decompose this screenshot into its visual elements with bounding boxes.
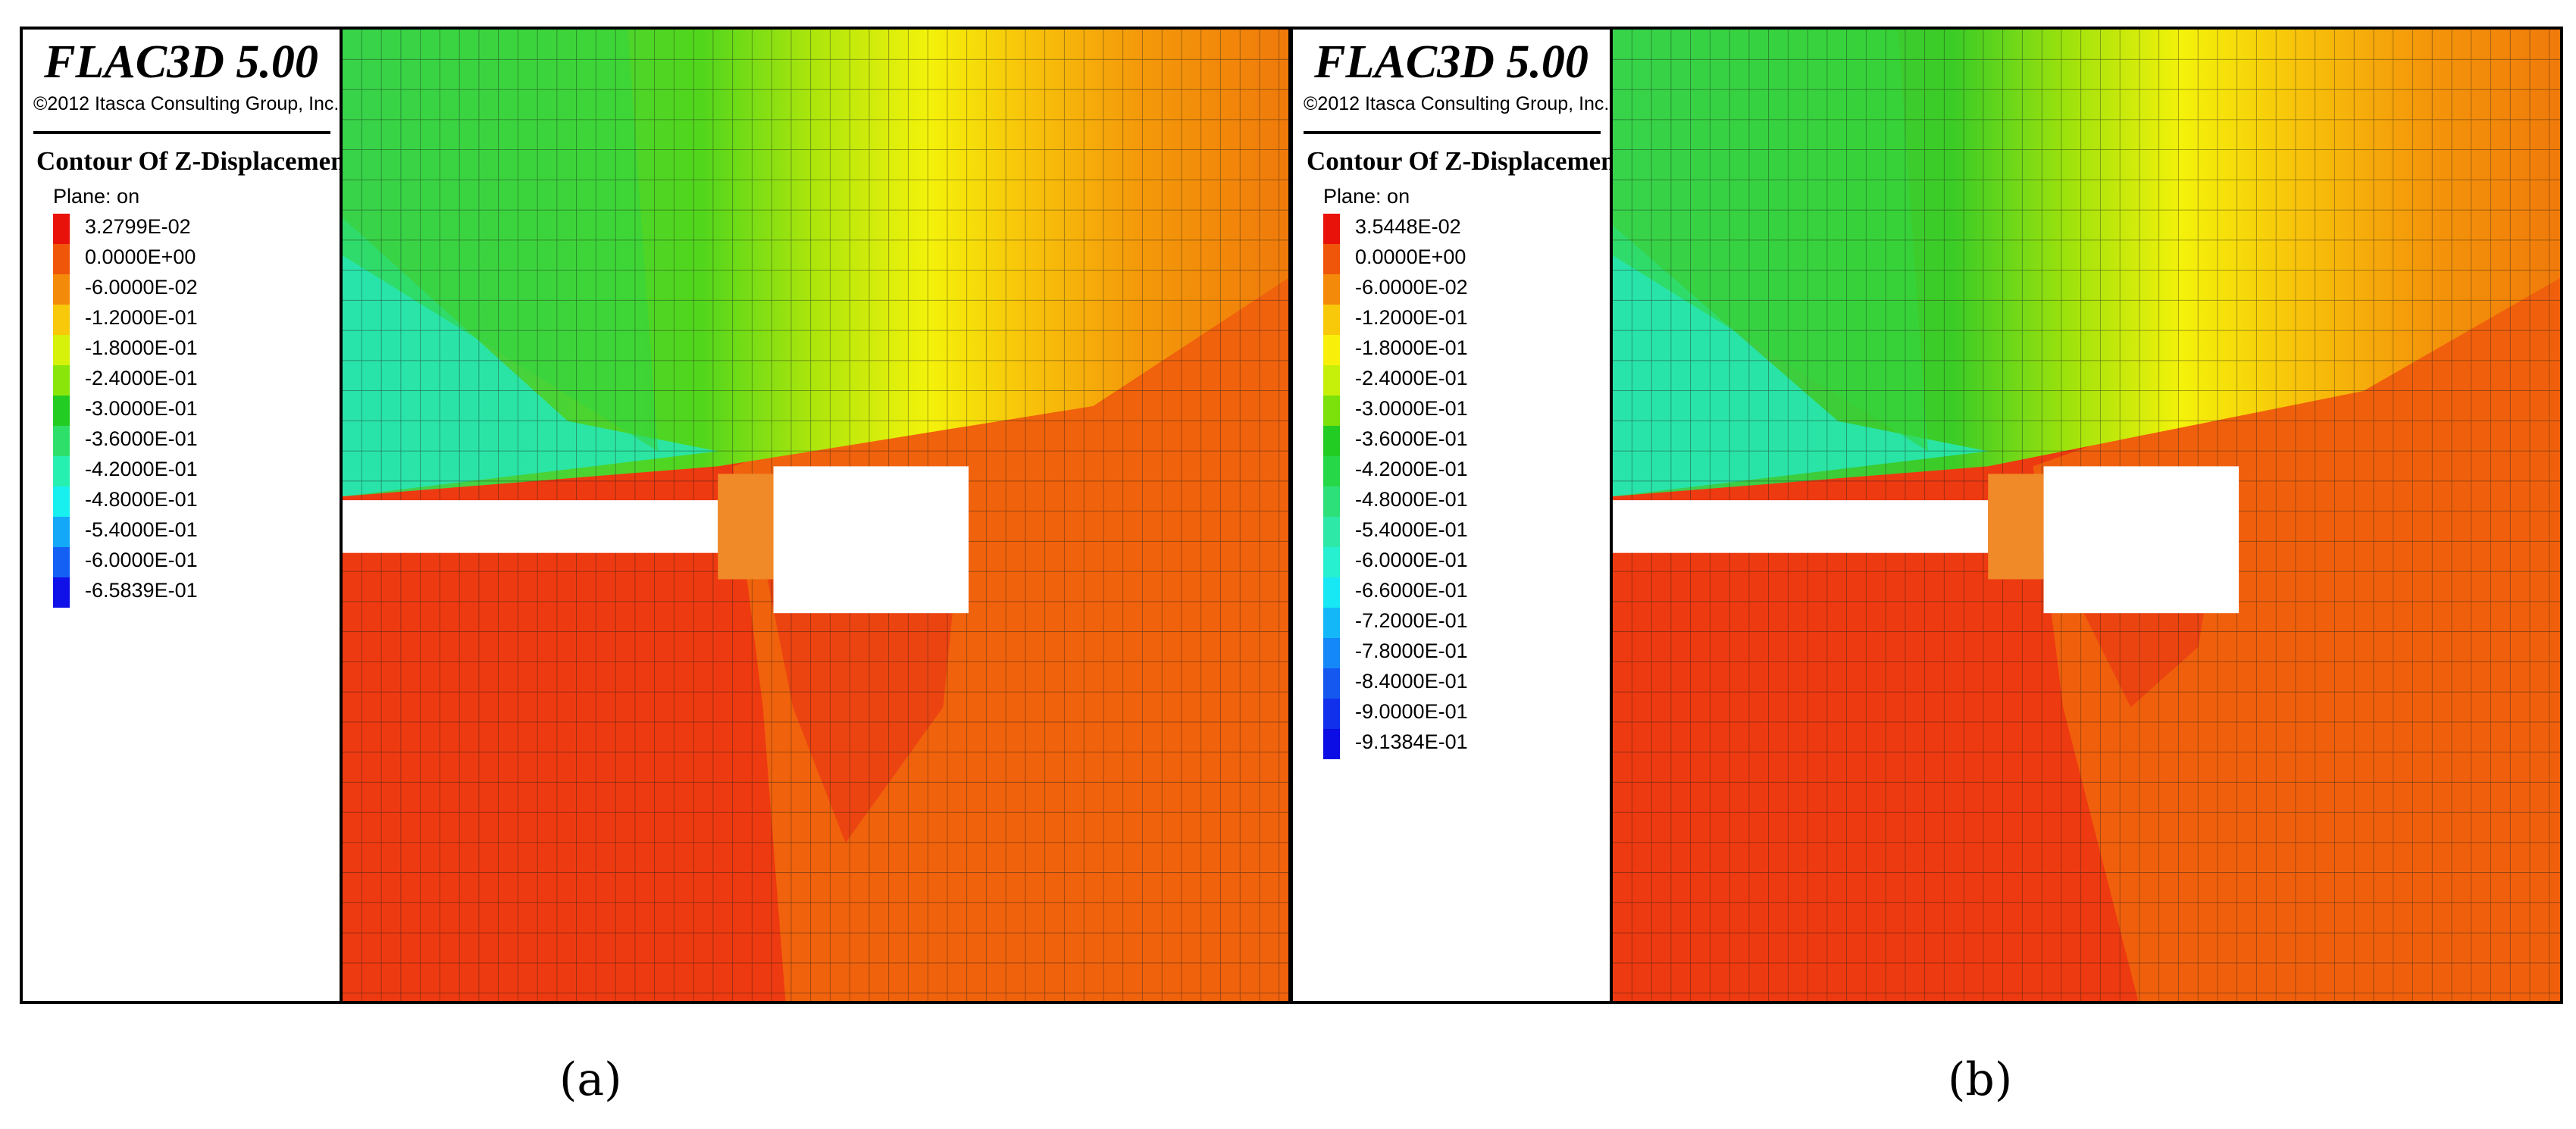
scale-label: -9.0000E-01 (1355, 700, 1468, 723)
copyright-b: ©2012 Itasca Consulting Group, Inc. (1304, 93, 1610, 114)
legend-b: FLAC3D 5.00 ©2012 Itasca Consulting Grou… (1293, 30, 1624, 1001)
scale-label: -9.1384E-01 (1355, 730, 1468, 753)
scale-swatch (1323, 396, 1340, 426)
scale-swatch (1323, 305, 1340, 335)
scale-label: -6.0000E-01 (85, 549, 198, 571)
scale-swatch (53, 305, 70, 335)
scale-swatch (53, 456, 70, 486)
roadway-opening (1613, 500, 1989, 553)
caption-b: (b) (1948, 1053, 2013, 1106)
scale-label: -4.8000E-01 (85, 488, 198, 511)
scale-label: 3.2799E-02 (85, 215, 191, 238)
scale-swatch (1323, 214, 1340, 244)
scale-swatch (53, 517, 70, 547)
scale-swatch (1323, 486, 1340, 517)
scale-swatch (1323, 244, 1340, 274)
scale-label: -6.0000E-02 (1355, 276, 1468, 299)
scale-label: -3.6000E-01 (85, 427, 198, 450)
scale-label: -6.0000E-01 (1355, 549, 1468, 571)
software-title-a: FLAC3D 5.00 (44, 36, 318, 88)
scale-label: 3.5448E-02 (1355, 215, 1461, 238)
panel-b: FLAC3D 5.00 ©2012 Itasca Consulting Grou… (1290, 27, 2563, 1004)
scale-label: -2.4000E-01 (85, 367, 198, 389)
legend-a: FLAC3D 5.00 ©2012 Itasca Consulting Grou… (23, 30, 354, 1001)
coal-pillar (718, 474, 774, 580)
scale-swatch (53, 547, 70, 577)
scale-swatch (53, 396, 70, 426)
scale-label: -6.5839E-01 (85, 579, 198, 602)
scale-swatch (1323, 365, 1340, 396)
plane-status-b: Plane: on (1323, 185, 1410, 208)
software-title-b: FLAC3D 5.00 (1314, 36, 1588, 88)
contour-svg-b (1613, 30, 2560, 1001)
contour-plot-b (1610, 30, 2560, 1001)
scale-label: 0.0000E+00 (1355, 246, 1466, 268)
scale-label: -6.0000E-02 (85, 276, 198, 299)
scale-swatch (1323, 547, 1340, 577)
scale-swatch (1323, 668, 1340, 699)
scale-swatch (53, 274, 70, 305)
scale-label: -6.6000E-01 (1355, 579, 1468, 602)
scale-swatch (53, 244, 70, 274)
scale-swatch (1323, 274, 1340, 305)
scale-swatch (1323, 699, 1340, 729)
scale-swatch (1323, 608, 1340, 638)
goaf-opening (2043, 466, 2240, 614)
copyright-a: ©2012 Itasca Consulting Group, Inc. (33, 93, 340, 114)
scale-label: -1.2000E-01 (1355, 306, 1468, 329)
scale-swatch (53, 577, 70, 608)
scale-label: -1.8000E-01 (1355, 336, 1468, 359)
scale-swatch (1323, 426, 1340, 456)
scale-label: -3.0000E-01 (1355, 397, 1468, 420)
scale-label: -8.4000E-01 (1355, 670, 1468, 693)
scale-label: -3.6000E-01 (1355, 427, 1468, 450)
scale-label: -5.4000E-01 (85, 518, 198, 541)
scale-label: -1.8000E-01 (85, 336, 198, 359)
legend-title-b: Contour Of Z-Displacement (1307, 146, 1625, 176)
coal-pillar (1988, 474, 2044, 580)
scale-label: -3.0000E-01 (85, 397, 198, 420)
contour-svg-a (343, 30, 1288, 1001)
legend-title-a: Contour Of Z-Displacement (36, 146, 355, 176)
scale-swatch (1323, 729, 1340, 759)
legend-divider-b (1304, 131, 1601, 134)
scale-swatch (1323, 335, 1340, 365)
legend-divider-a (33, 131, 330, 134)
scale-swatch (1323, 577, 1340, 608)
scale-label: -7.8000E-01 (1355, 640, 1468, 662)
scale-label: -1.2000E-01 (85, 306, 198, 329)
scale-label: 0.0000E+00 (85, 246, 196, 268)
scale-swatch (53, 486, 70, 517)
scale-label: -4.2000E-01 (1355, 458, 1468, 480)
scale-swatch (53, 335, 70, 365)
scale-swatch (53, 214, 70, 244)
scale-label: -5.4000E-01 (1355, 518, 1468, 541)
scale-swatch (1323, 517, 1340, 547)
scale-label: -4.2000E-01 (85, 458, 198, 480)
scale-swatch (1323, 456, 1340, 486)
caption-a: (a) (559, 1053, 622, 1106)
roadway-opening (343, 500, 718, 553)
plane-status-a: Plane: on (53, 185, 140, 208)
contour-plot-a (340, 30, 1288, 1001)
goaf-opening (773, 466, 969, 614)
scale-swatch (53, 426, 70, 456)
scale-swatch (1323, 638, 1340, 668)
scale-label: -7.2000E-01 (1355, 609, 1468, 632)
panel-a: FLAC3D 5.00 ©2012 Itasca Consulting Grou… (20, 27, 1291, 1004)
scale-label: -4.8000E-01 (1355, 488, 1468, 511)
scale-swatch (53, 365, 70, 396)
scale-label: -2.4000E-01 (1355, 367, 1468, 389)
